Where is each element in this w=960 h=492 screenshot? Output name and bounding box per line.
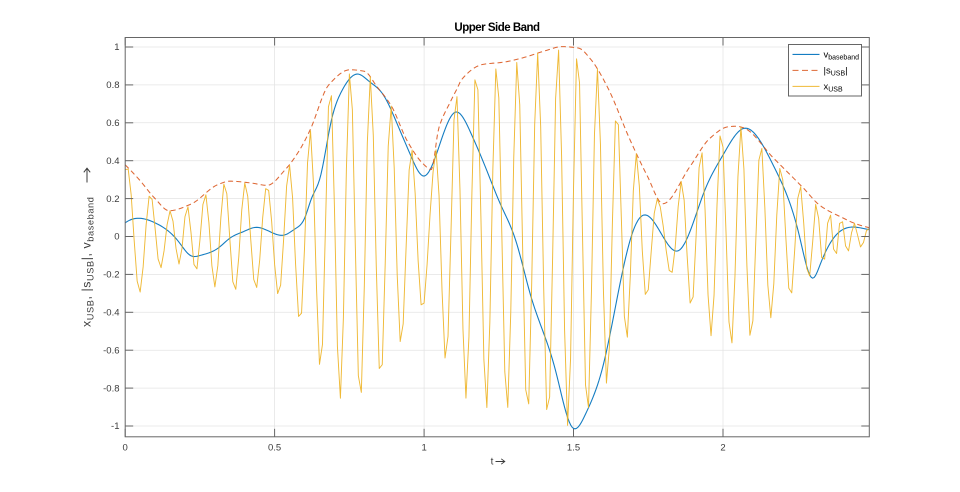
svg-text:-0.6: -0.6 [103, 345, 119, 356]
svg-text:-0.4: -0.4 [103, 308, 119, 319]
svg-text:2: 2 [720, 443, 725, 454]
svg-text:-1: -1 [111, 421, 119, 432]
svg-text:1: 1 [114, 42, 119, 53]
svg-text:Upper Side Band: Upper Side Band [454, 22, 540, 34]
svg-text:0.6: 0.6 [106, 118, 119, 129]
svg-text:-0.8: -0.8 [103, 383, 119, 394]
svg-text:0.8: 0.8 [106, 80, 119, 91]
svg-text:1.5: 1.5 [567, 443, 580, 454]
svg-text:t: t [491, 457, 494, 468]
svg-text:0.5: 0.5 [268, 443, 281, 454]
svg-text:0.4: 0.4 [106, 156, 119, 167]
svg-text:1: 1 [421, 443, 426, 454]
svg-text:-0.2: -0.2 [103, 270, 119, 281]
svg-text:0: 0 [114, 232, 119, 243]
svg-text:0: 0 [123, 443, 128, 454]
svg-text:0.2: 0.2 [106, 194, 119, 205]
